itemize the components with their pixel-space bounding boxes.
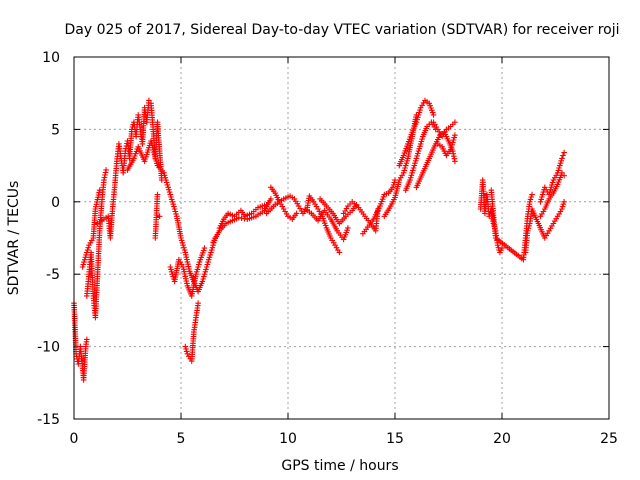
y-tick-label: 0 bbox=[51, 195, 60, 211]
chart-title: Day 025 of 2017, Sidereal Day-to-day VTE… bbox=[64, 22, 619, 38]
data-point-markers bbox=[71, 97, 567, 383]
y-tick-label: -10 bbox=[37, 340, 60, 356]
x-tick-label: 5 bbox=[177, 431, 186, 447]
plot-frame bbox=[73, 56, 610, 420]
y-tick-label: 5 bbox=[51, 122, 60, 138]
x-tick-label: 15 bbox=[386, 431, 404, 447]
data-points bbox=[71, 97, 567, 383]
x-tick-label: 25 bbox=[600, 431, 618, 447]
y-tick-label: 10 bbox=[42, 50, 60, 66]
y-axis-label: SDTVAR / TECUs bbox=[6, 181, 22, 296]
axis-ticks: 0 5 10 15 20 25 -15 -10 -5 0 5 10 bbox=[37, 50, 618, 447]
x-tick-label: 10 bbox=[279, 431, 297, 447]
grid-lines bbox=[74, 57, 609, 419]
y-tick-label: -15 bbox=[37, 412, 60, 428]
y-tick-label: -5 bbox=[46, 267, 60, 283]
x-axis-label: GPS time / hours bbox=[281, 458, 398, 474]
x-tick-label: 20 bbox=[493, 431, 511, 447]
x-tick-label: 0 bbox=[70, 431, 79, 447]
